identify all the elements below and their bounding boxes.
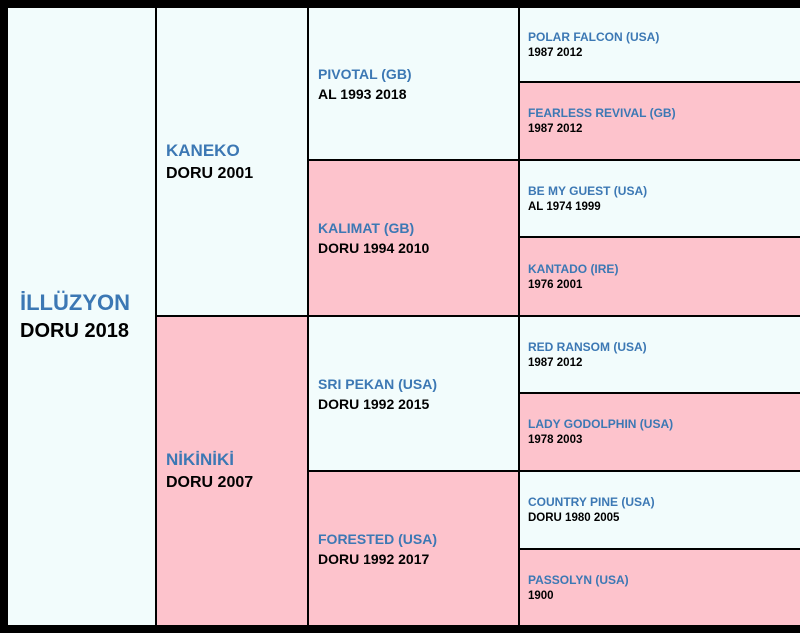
horse-detail: DORU 2001 — [166, 164, 254, 182]
pedigree-dam[interactable]: NİKİNİKİ DORU 2007 — [157, 317, 307, 625]
pedigree-g4-7[interactable]: COUNTRY PINE (USA) DORU 1980 2005 — [520, 472, 800, 548]
pedigree-g4-3[interactable]: BE MY GUEST (USA) AL 1974 1999 — [520, 161, 800, 236]
pedigree-g4-1[interactable]: POLAR FALCON (USA) 1987 2012 — [520, 8, 800, 81]
pedigree-g4-6[interactable]: LADY GODOLPHIN (USA) 1978 2003 — [520, 394, 800, 470]
horse-name[interactable]: RED RANSOM (USA) — [528, 339, 647, 354]
horse-detail: AL 1974 1999 — [528, 200, 601, 213]
pedigree-sire[interactable]: KANEKO DORU 2001 — [157, 8, 307, 315]
horse-name[interactable]: POLAR FALCON (USA) — [528, 29, 660, 44]
horse-name[interactable]: LADY GODOLPHIN (USA) — [528, 417, 674, 431]
horse-detail: AL 1993 2018 — [318, 85, 407, 102]
horse-detail: 1987 2012 — [528, 46, 583, 59]
pedigree-dam-sire[interactable]: SRI PEKAN (USA) DORU 1992 2015 — [309, 317, 518, 470]
horse-name[interactable]: KANTADO (IRE) — [528, 261, 619, 276]
horse-name[interactable]: FORESTED (USA) — [318, 530, 437, 547]
pedigree-dam-dam[interactable]: FORESTED (USA) DORU 1992 2017 — [309, 472, 518, 625]
horse-name[interactable]: NİKİNİKİ — [166, 450, 234, 469]
horse-name[interactable]: KANEKO — [166, 140, 240, 160]
horse-detail: DORU 2007 — [166, 474, 254, 491]
horse-detail: 1978 2003 — [528, 434, 583, 446]
pedigree-subject[interactable]: İLLÜZYON DORU 2018 — [8, 8, 155, 625]
horse-name[interactable]: SRI PEKAN (USA) — [318, 375, 438, 392]
horse-name[interactable]: COUNTRY PINE (USA) — [528, 495, 655, 509]
horse-detail: DORU 1994 2010 — [318, 240, 430, 256]
pedigree-g4-2[interactable]: FEARLESS REVIVAL (GB) 1987 2012 — [520, 83, 800, 159]
horse-name[interactable]: FEARLESS REVIVAL (GB) — [528, 106, 676, 120]
horse-detail: DORU 2018 — [20, 319, 129, 342]
horse-detail: DORU 1980 2005 — [528, 512, 620, 524]
horse-detail: 1900 — [528, 589, 554, 602]
horse-detail: 1987 2012 — [528, 123, 583, 135]
horse-name[interactable]: BE MY GUEST (USA) — [528, 183, 648, 198]
horse-detail: DORU 1992 2015 — [318, 395, 430, 412]
pedigree-sire-sire[interactable]: PIVOTAL (GB) AL 1993 2018 — [309, 8, 518, 159]
pedigree-g4-4[interactable]: KANTADO (IRE) 1976 2001 — [520, 238, 800, 315]
horse-name[interactable]: İLLÜZYON — [20, 289, 130, 315]
pedigree-g4-8[interactable]: PASSOLYN (USA) 1900 — [520, 550, 800, 625]
horse-detail: 1987 2012 — [528, 356, 583, 369]
horse-name[interactable]: PASSOLYN (USA) — [528, 572, 629, 587]
horse-detail: DORU 1992 2017 — [318, 550, 430, 567]
horse-name[interactable]: PIVOTAL (GB) — [318, 65, 412, 82]
pedigree-g4-5[interactable]: RED RANSOM (USA) 1987 2012 — [520, 317, 800, 392]
horse-detail: 1976 2001 — [528, 278, 583, 291]
horse-name[interactable]: KALIMAT (GB) — [318, 220, 415, 236]
pedigree-sire-dam[interactable]: KALIMAT (GB) DORU 1994 2010 — [309, 161, 518, 315]
